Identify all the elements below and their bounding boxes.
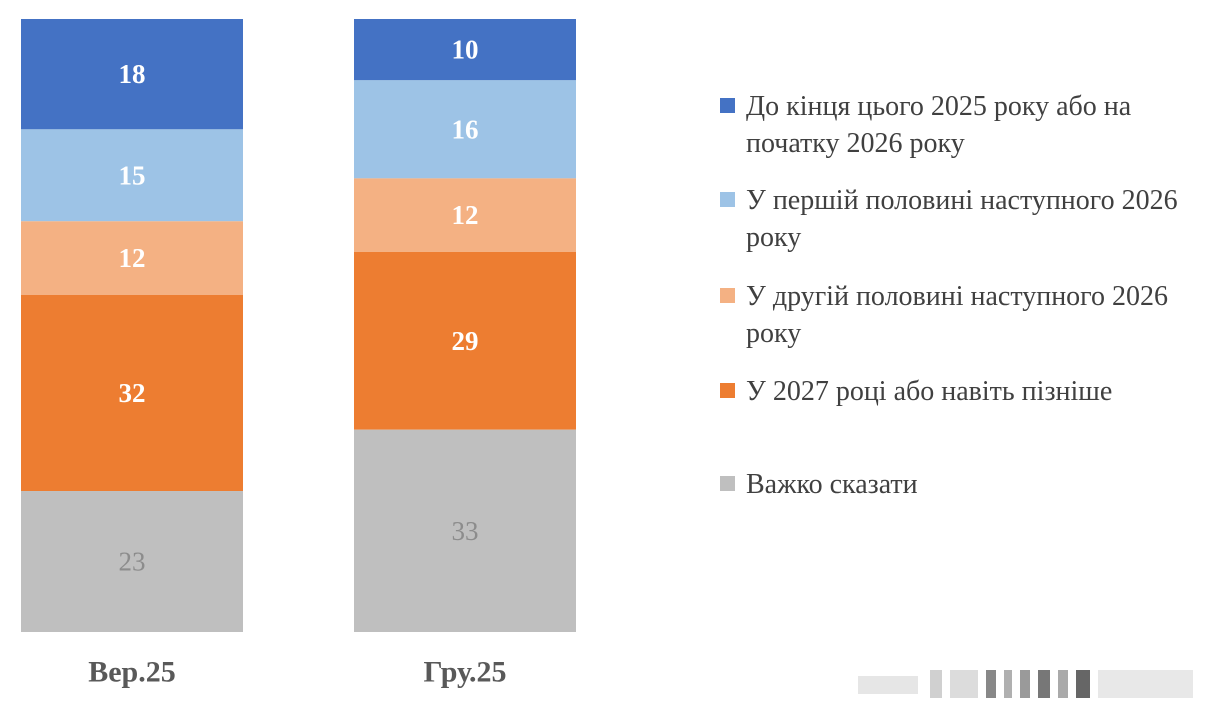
legend-swatch	[720, 288, 735, 303]
data-label-1-5: 23	[119, 547, 146, 577]
data-label-1-3: 12	[119, 243, 146, 273]
bar-segment-1-3	[21, 221, 243, 295]
legend-label: У першій половині наступного 2026 року	[746, 185, 1178, 253]
data-label-2-4: 29	[452, 326, 479, 356]
data-label-1-1: 18	[119, 59, 146, 89]
legend-item: До кінця цього 2025 року або на початку …	[720, 88, 1200, 162]
bar-segment-1-5	[21, 491, 243, 632]
data-label-2-1: 10	[452, 35, 479, 65]
legend-item: У першій половині наступного 2026 року	[720, 182, 1200, 256]
legend-label: У 2027 році або навіть пізніше	[746, 376, 1113, 407]
legend-swatch	[720, 476, 735, 491]
watermark-logo	[858, 670, 1193, 698]
bar-segment-1-1	[21, 19, 243, 130]
bar-segment-2-3	[354, 178, 576, 252]
category-label-1: Вер.25	[88, 656, 176, 689]
legend-label: Важко сказати	[746, 469, 918, 500]
bar-segment-2-2	[354, 80, 576, 179]
legend-swatch	[720, 383, 735, 398]
data-label-2-2: 16	[452, 114, 479, 144]
data-label-2-5: 33	[452, 516, 479, 546]
value-labels-layer: 18 15 12 32 23 10 16 12 29 33	[119, 35, 479, 577]
legend-swatch	[720, 192, 735, 207]
legend-item: У другій половині наступного 2026 року	[720, 278, 1200, 352]
legend-label: До кінця цього 2025 року або на початку …	[746, 91, 1132, 159]
data-label-1-4: 32	[119, 378, 146, 408]
bar-segment-2-4	[354, 251, 576, 430]
legend-item: У 2027 році або навіть пізніше	[720, 373, 1200, 410]
bars-layer	[21, 19, 576, 632]
bar-segment-1-2	[21, 129, 243, 222]
legend-swatch	[720, 98, 735, 113]
data-label-1-2: 15	[119, 160, 146, 190]
legend-label: У другій половині наступного 2026 року	[746, 281, 1168, 349]
bar-segment-2-1	[354, 19, 576, 81]
category-label-2: Гру.25	[424, 656, 507, 689]
data-label-2-3: 12	[452, 200, 479, 230]
legend-item: Важко сказати	[720, 466, 1200, 503]
bar-segment-2-5	[354, 429, 576, 632]
category-labels-layer: Вер.25 Гру.25	[88, 656, 506, 689]
bar-segment-1-4	[21, 294, 243, 492]
